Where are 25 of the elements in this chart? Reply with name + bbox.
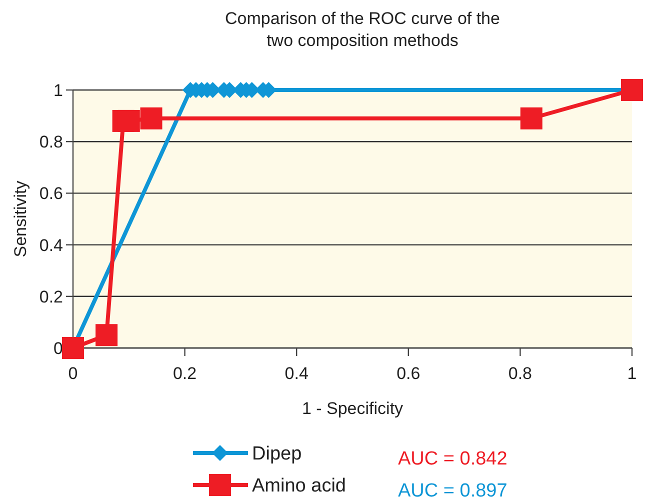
text: AUC = 0.842 xyxy=(398,448,508,470)
point xyxy=(62,337,84,359)
x-tick-label: 0 xyxy=(68,364,78,383)
x-axis-title: 1 - Specificity xyxy=(302,399,404,418)
point xyxy=(621,79,643,101)
point xyxy=(118,110,140,132)
x-tick-label: 0.4 xyxy=(284,364,308,383)
y-tick-label: 0.8 xyxy=(39,132,63,152)
x-tick-label: 1 xyxy=(627,364,637,383)
y-tick-label: 0.6 xyxy=(39,184,63,204)
y-tick-label: 0.4 xyxy=(39,236,63,255)
x-tick-label: 0.2 xyxy=(172,364,197,383)
point xyxy=(520,107,542,130)
legend-label: Amino acid xyxy=(252,476,346,497)
text: AUC = 0.897 xyxy=(398,480,508,498)
point xyxy=(96,324,118,346)
y-axis-title: Sensitivity xyxy=(11,180,30,258)
point xyxy=(140,107,162,130)
y-tick-label: 0 xyxy=(54,338,63,358)
y-tick-label: 1 xyxy=(54,80,63,100)
x-tick-label: 0.8 xyxy=(508,364,532,383)
legend-label: Dipep xyxy=(252,444,302,465)
y-tick-label: 0.2 xyxy=(39,287,63,306)
chart-title: Comparison of the ROC curve of the two composition methods xyxy=(225,9,500,50)
x-tick-label: 0.6 xyxy=(396,364,420,383)
